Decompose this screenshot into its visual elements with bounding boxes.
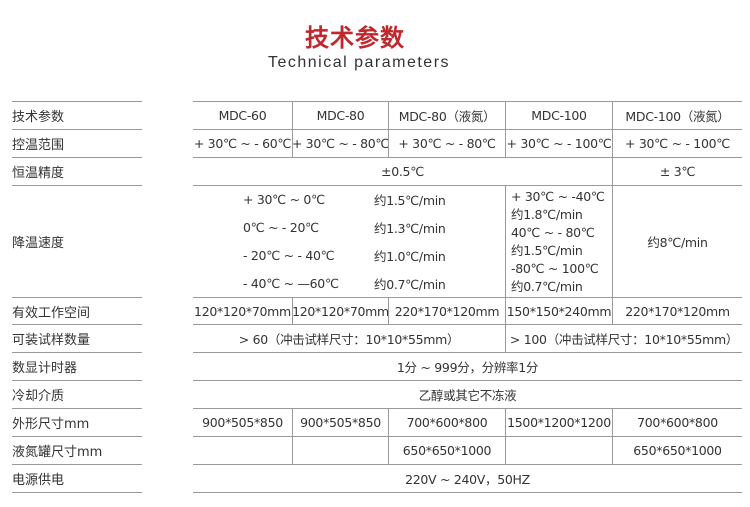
cooling-line: 约1.5℃/min: [511, 242, 583, 258]
label-medium: 冷却介质: [12, 381, 142, 409]
ln-tank-cell: 650*650*1000: [612, 437, 742, 465]
label-accuracy: 恒温精度: [12, 158, 142, 186]
dimensions-cell: 700*600*800: [612, 409, 742, 437]
label-temp-range: 控温范围: [12, 130, 142, 158]
cooling-rate: 约1.3℃/min: [374, 221, 446, 236]
model-header: MDC-80: [292, 102, 388, 130]
label-ln-tank: 液氮罐尺寸mm: [12, 437, 142, 465]
cooling-range: - 40℃ ~ —60℃: [243, 276, 339, 291]
ln-tank-cell: [505, 437, 612, 465]
cooling-rate: 约0.7℃/min: [374, 277, 446, 292]
label-cooling-rate: 降温速度: [12, 186, 142, 298]
work-space-cell: 120*120*70mm: [193, 298, 292, 325]
cooling-range: + 30℃ ~ 0℃: [243, 192, 325, 207]
accuracy-cell: ± 3℃: [612, 158, 742, 186]
temp-range-cell: + 30℃ ~ - 80℃: [292, 130, 389, 158]
work-space-cell: 220*170*120mm: [388, 298, 505, 325]
cooling-line: 约1.8℃/min: [511, 206, 583, 222]
cooling-range: 0℃ ~ - 20℃: [243, 220, 319, 235]
dimensions-cell: 900*505*850: [292, 409, 388, 437]
label-samples: 可装试样数量: [12, 325, 142, 353]
work-space-cell: 220*170*120mm: [612, 298, 742, 325]
ln-tank-cell: 650*650*1000: [388, 437, 505, 465]
timer-cell: 1分 ~ 999分，分辨率1分: [193, 353, 742, 381]
ln-tank-cell: [292, 437, 388, 465]
row-labels: 技术参数 控温范围 恒温精度 降温速度 有效工作空间 可装试样数量 数显计时器 …: [12, 101, 142, 493]
label-dimensions: 外形尺寸mm: [12, 409, 142, 437]
temp-range-cell: + 30℃ ~ - 60℃: [193, 130, 292, 158]
model-header: MDC-100: [505, 102, 612, 130]
accuracy-cell: ±0.5℃: [193, 158, 612, 186]
cooling-line: -80℃ ~ 100℃: [511, 260, 599, 276]
label-power: 电源供电: [12, 465, 142, 493]
label-work-space: 有效工作空间: [12, 298, 142, 325]
cooling-line: 约0.7℃/min: [511, 278, 583, 294]
cooling-rate-mdc100-ln: 约8℃/min: [612, 186, 742, 298]
label-timer: 数显计时器: [12, 353, 142, 381]
power-cell: 220V ~ 240V，50HZ: [193, 465, 742, 493]
medium-cell: 乙醇或其它不冻液: [193, 381, 742, 409]
dimensions-cell: 900*505*850: [193, 409, 292, 437]
label-param: 技术参数: [12, 102, 142, 130]
cooling-rate-cell: + 30℃ ~ 0℃ 约1.5℃/min 0℃ ~ - 20℃ 约1.3℃/mi…: [193, 186, 505, 298]
model-header: MDC-80（液氮）: [388, 102, 505, 130]
cooling-rate: 约1.5℃/min: [374, 193, 446, 208]
temp-range-cell: + 30℃ ~ - 100℃: [505, 130, 612, 158]
dimensions-cell: 1500*1200*1200: [505, 409, 612, 437]
temp-range-cell: + 30℃ ~ - 100℃: [612, 130, 742, 158]
model-header: MDC-100（液氮）: [612, 102, 742, 130]
page-subtitle: Technical parameters: [267, 54, 451, 71]
cooling-rate: 约1.0℃/min: [374, 249, 446, 264]
samples-cell: > 100（冲击试样尺寸：10*10*55mm）: [505, 325, 742, 353]
cooling-line: 40℃ ~ - 80℃: [511, 224, 595, 240]
work-space-cell: 120*120*70mm: [292, 298, 389, 325]
work-space-cell: 150*150*240mm: [505, 298, 612, 325]
cooling-line: + 30℃ ~ -40℃: [511, 188, 605, 204]
temp-range-cell: + 30℃ ~ - 80℃: [388, 130, 505, 158]
spec-table: MDC-60 MDC-80 MDC-80（液氮） MDC-100 MDC-100…: [193, 101, 742, 493]
page-title: 技术参数: [305, 24, 405, 52]
samples-cell: > 60（冲击试样尺寸：10*10*55mm）: [193, 325, 505, 353]
ln-tank-cell: [193, 437, 292, 465]
cooling-rate-mdc100: + 30℃ ~ -40℃ 约1.8℃/min 40℃ ~ - 80℃ 约1.5℃…: [505, 186, 612, 298]
cooling-range: - 20℃ ~ - 40℃: [243, 248, 335, 263]
dimensions-cell: 700*600*800: [388, 409, 505, 437]
model-header: MDC-60: [193, 102, 292, 130]
